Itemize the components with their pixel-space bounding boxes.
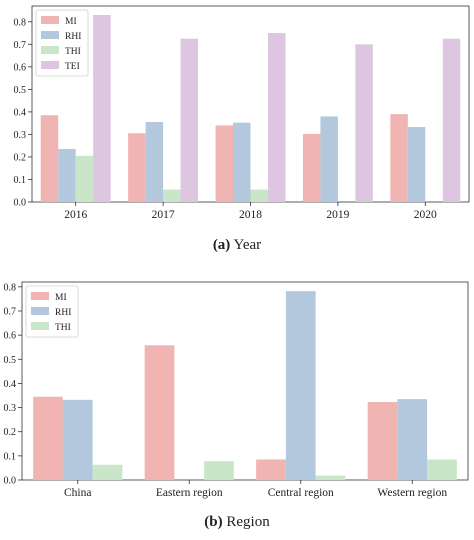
caption-year-text: Year: [233, 237, 262, 253]
region-bar-thi-0: [92, 464, 123, 480]
year-ytick-label: 0.7: [14, 40, 27, 51]
caption-region: (b) Region: [0, 514, 474, 531]
region-bar-mi-3: [367, 402, 398, 480]
year-bar-tei-0: [93, 15, 111, 203]
year-legend-swatch-tei: [41, 61, 59, 69]
region-ytick-label: 0.6: [4, 331, 17, 342]
year-bar-mi-2: [215, 125, 234, 202]
region-legend: MI RHI THI: [25, 285, 79, 338]
year-bar-rhi-1: [145, 122, 164, 202]
year-xtick-label: 2017: [152, 209, 175, 221]
region-ytick-label: 0.3: [4, 403, 17, 414]
region-bar-rhi-3: [397, 399, 428, 480]
region-legend-swatch-rhi: [31, 307, 49, 315]
region-bar-mi-0: [33, 396, 63, 480]
year-ytick-label: 0.2: [14, 152, 27, 163]
region-legend-label-mi: MI: [55, 293, 67, 303]
region-bar-thi-2: [315, 475, 346, 480]
year-xtick-label: 2020: [414, 209, 437, 221]
caption-year: (a) Year: [0, 237, 474, 254]
region-plot-frame: [21, 281, 469, 481]
region-xtick-label: Eastern region: [156, 487, 223, 499]
year-legend-label-mi: MI: [65, 17, 77, 27]
region-xtick-label: Western region: [377, 487, 447, 499]
year-ytick-label: 0.6: [14, 62, 27, 73]
region-xtick-label: Central region: [268, 487, 334, 499]
year-legend-swatch-thi: [41, 46, 59, 54]
region-bar-mi-1: [144, 345, 175, 480]
year-legend-swatch-rhi: [41, 31, 59, 39]
year-bar-mi-1: [128, 133, 146, 202]
year-ytick-label: 0.4: [14, 107, 27, 118]
year-legend: MI RHI THI TEI: [35, 9, 89, 77]
year-xtick-label: 2016: [64, 209, 87, 221]
year-bar-rhi-3: [320, 116, 338, 202]
region-legend-label-thi: THI: [55, 323, 71, 333]
year-legend-label-rhi: RHI: [65, 32, 81, 42]
caption-year-tag: (a): [212, 237, 231, 253]
year-ytick-label: 0.0: [14, 198, 27, 209]
region-bar-thi-3: [427, 459, 457, 480]
year-xtick-label: 2018: [239, 209, 262, 221]
year-legend-label-thi: THI: [65, 47, 81, 57]
region-bar-rhi-0: [62, 399, 93, 480]
year-bar-mi-3: [302, 133, 321, 202]
year-bar-tei-4: [442, 38, 461, 202]
region-bar-rhi-2: [285, 291, 316, 480]
region-ytick-label: 0.7: [4, 306, 17, 317]
region-ytick-label: 0.4: [4, 379, 17, 390]
region-ytick-label: 0.1: [4, 451, 17, 462]
year-bar-thi-0: [75, 155, 94, 202]
region-ytick-label: 0.5: [4, 355, 17, 366]
year-bar-mi-4: [390, 114, 408, 202]
year-ytick-label: 0.1: [14, 175, 27, 186]
year-bar-mi-0: [40, 115, 59, 202]
year-ytick-label: 0.5: [14, 85, 27, 96]
year-legend-label-tei: TEI: [65, 62, 80, 72]
region-bar-thi-1: [204, 461, 234, 480]
region-ytick-label: 0.2: [4, 427, 17, 438]
year-xtick-label: 2019: [326, 209, 349, 221]
year-ytick-label: 0.8: [14, 17, 27, 28]
year-ytick-label: 0.3: [14, 130, 27, 141]
year-bar-thi-2: [250, 189, 268, 202]
region-ytick-label: 0.8: [4, 282, 17, 293]
year-legend-swatch-mi: [41, 16, 59, 24]
year-bar-rhi-2: [233, 122, 251, 202]
chart-region: 0.0 0.1 0.2 0.3 0.4 0.5 0.6 0.7 0.8 China Eastern …: [4, 281, 469, 499]
region-xtick-label: China: [64, 487, 91, 499]
chart-year: 0.0 0.1 0.2 0.3 0.4 0.5 0.6 0.7 0.8 2016 2017 2018 2…: [14, 5, 470, 221]
year-bar-rhi-0: [58, 149, 76, 202]
region-bar-mi-2: [256, 459, 286, 480]
year-legend-box: [35, 9, 89, 77]
region-legend-label-rhi: RHI: [55, 308, 71, 318]
region-ytick-label: 0.0: [4, 476, 17, 487]
year-bar-tei-3: [355, 44, 373, 202]
caption-region-tag: (b): [204, 514, 223, 530]
year-bar-rhi-4: [407, 126, 426, 202]
region-legend-swatch-thi: [31, 322, 49, 330]
year-bar-tei-1: [180, 38, 199, 202]
caption-region-text: Region: [226, 514, 270, 530]
year-bar-tei-2: [267, 33, 286, 202]
year-bar-thi-1: [163, 189, 181, 202]
region-legend-swatch-mi: [31, 292, 49, 300]
